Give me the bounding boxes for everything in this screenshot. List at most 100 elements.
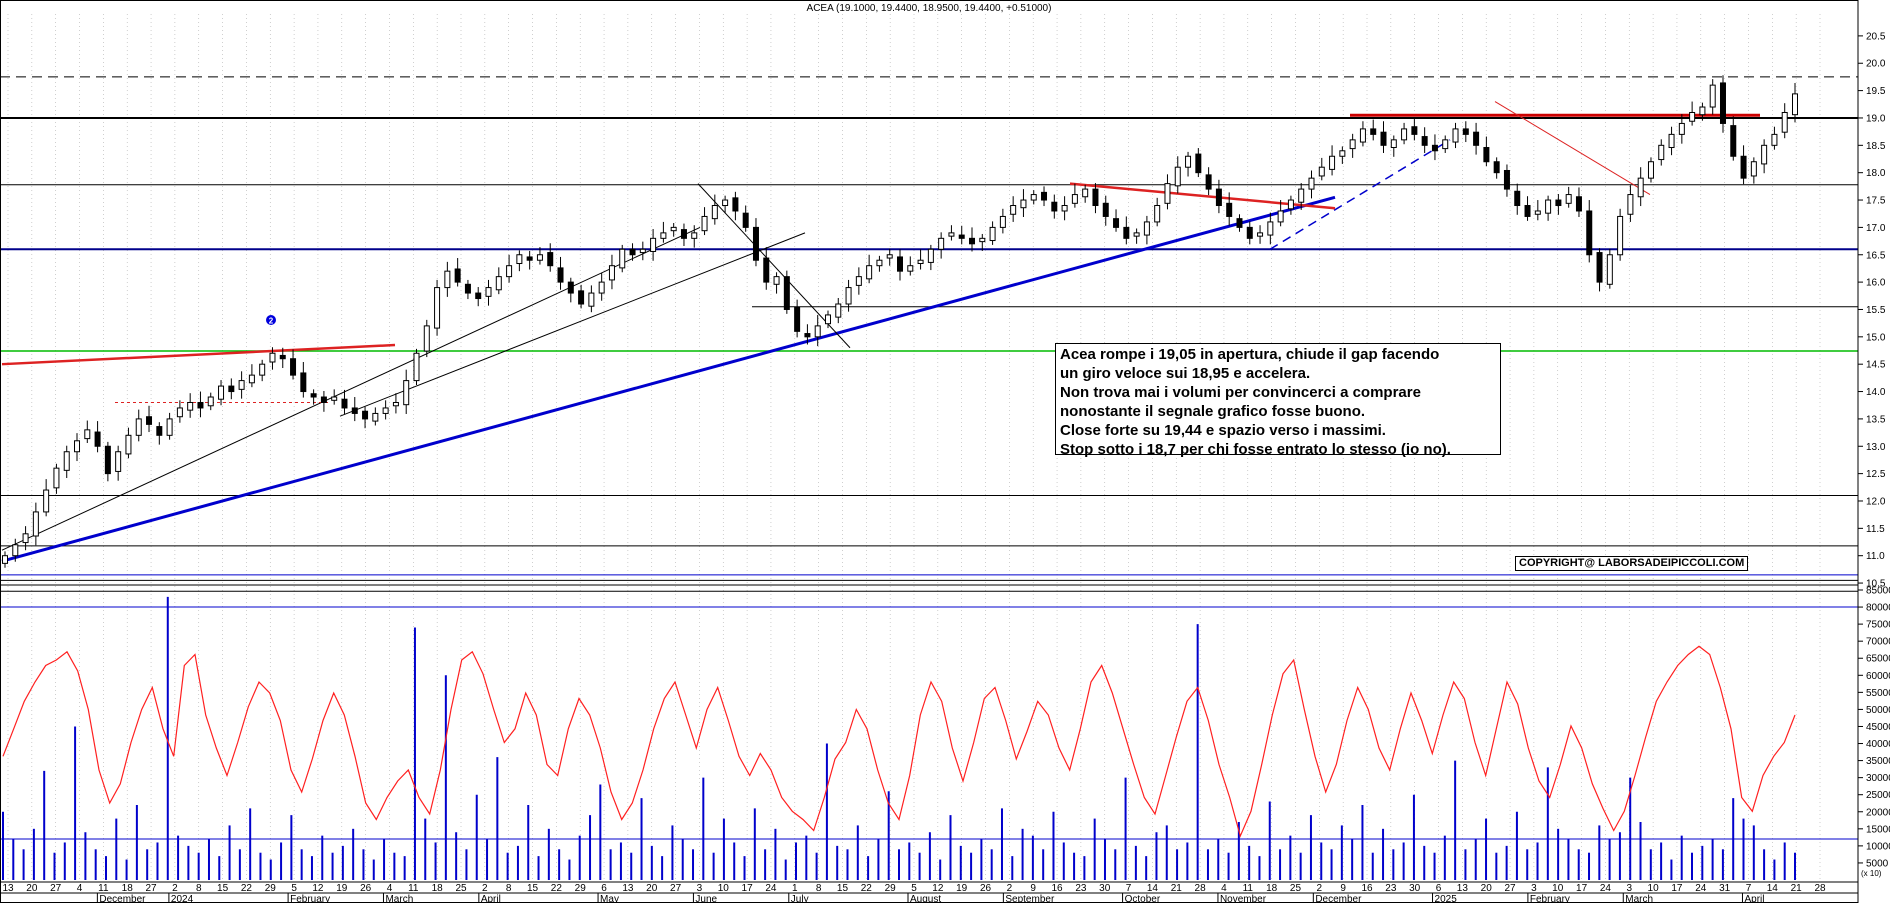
x-day-label: 3 <box>697 883 703 894</box>
candle-body <box>989 226 996 242</box>
candle-body <box>310 393 317 398</box>
y-tick-label: 19.5 <box>1866 86 1886 97</box>
candle-body <box>1596 252 1603 283</box>
candle-body <box>1617 215 1624 256</box>
candle-body <box>948 232 955 237</box>
x-day-label: 31 <box>1719 883 1731 894</box>
candle-body <box>166 418 173 436</box>
y-tick-label: 18.0 <box>1866 168 1886 179</box>
x-day-label: 26 <box>360 883 372 894</box>
x-day-label: 23 <box>1075 883 1087 894</box>
candle-body <box>1051 201 1058 212</box>
vol-tick-label: 35000 <box>1866 756 1890 767</box>
candle-body <box>320 396 327 403</box>
x-month-label: February <box>290 894 330 903</box>
x-day-label: 21 <box>1791 883 1803 894</box>
candle-body <box>1442 139 1449 150</box>
x-day-label: 28 <box>1814 883 1826 894</box>
chart-title: ACEA (19.1000, 19.4400, 18.9500, 19.4400… <box>807 3 1052 14</box>
y-tick-label: 14.5 <box>1866 360 1886 371</box>
vol-tick-label: 60000 <box>1866 671 1890 682</box>
candle-body <box>742 212 749 228</box>
candle-body <box>619 248 626 269</box>
x-day-label: 20 <box>1481 883 1493 894</box>
vol-tick-label: 10000 <box>1866 841 1890 852</box>
candle-body <box>43 489 50 513</box>
candle-body <box>506 265 513 278</box>
candle-body <box>413 352 420 382</box>
candle-body <box>1154 205 1161 223</box>
x-day-label: 10 <box>718 883 730 894</box>
candle-body <box>1071 194 1078 204</box>
oscillator-series <box>2 645 1796 838</box>
candle-body <box>434 287 441 329</box>
y-tick-label: 17.0 <box>1866 223 1886 234</box>
candle-body <box>1082 188 1089 198</box>
candle-body <box>238 380 245 390</box>
candles <box>2 75 1798 568</box>
x-day-label: 18 <box>432 883 444 894</box>
x-day-label: 13 <box>622 883 634 894</box>
y-tick-label: 19.0 <box>1866 113 1886 124</box>
candle-body <box>1205 174 1212 190</box>
x-day-label: 15 <box>217 883 229 894</box>
candle-body <box>115 451 122 472</box>
candle-body <box>927 248 934 263</box>
candle-body <box>1339 150 1346 157</box>
x-day-label: 27 <box>145 883 157 894</box>
x-day-label: 4 <box>387 883 393 894</box>
candle-body <box>1555 199 1562 207</box>
commentary-line: Stop sotto i 18,7 per chi fosse entrato … <box>1060 441 1451 458</box>
candle-body <box>691 232 698 239</box>
x-day-label: 21 <box>1171 883 1183 894</box>
candle-body <box>1318 166 1325 177</box>
candle-body <box>670 226 677 232</box>
candle-body <box>197 401 204 409</box>
candle-body <box>1658 144 1665 161</box>
commentary-box: Acea rompe i 19,05 in apertura, chiude i… <box>1055 343 1501 458</box>
vol-tick-label: 65000 <box>1866 654 1890 665</box>
x-month-label: April <box>1744 894 1764 903</box>
vol-tick-label: 20000 <box>1866 807 1890 818</box>
candle-body <box>269 352 276 363</box>
x-day-label: 7 <box>1746 883 1752 894</box>
x-day-label: 8 <box>196 883 202 894</box>
commentary-line: Close forte su 19,44 e spazio verso i ma… <box>1060 422 1386 439</box>
vol-tick-label: 40000 <box>1866 739 1890 750</box>
x-day-label: 12 <box>932 883 944 894</box>
candle-body <box>1771 133 1778 146</box>
candle-body <box>824 314 831 325</box>
candle-body <box>516 254 523 265</box>
candle-body <box>1370 128 1377 135</box>
vol-tick-label: 30000 <box>1866 773 1890 784</box>
x-day-label: 23 <box>1385 883 1397 894</box>
y-tick-label: 10.5 <box>1866 579 1886 590</box>
vol-tick-label: 75000 <box>1866 620 1890 631</box>
candle-body <box>578 290 585 305</box>
candle-body <box>1195 153 1202 174</box>
x-day-label: 24 <box>1695 883 1707 894</box>
x-day-label: 22 <box>861 883 873 894</box>
x-day-label: 2 <box>482 883 488 894</box>
x-day-label: 30 <box>1099 883 1111 894</box>
x-month-label: December <box>99 894 146 903</box>
candle-body <box>248 374 255 384</box>
candle-body <box>1421 136 1428 146</box>
candle-body <box>855 276 862 286</box>
x-day-label: 15 <box>837 883 849 894</box>
y-tick-label: 16.0 <box>1866 278 1886 289</box>
x-day-label: 13 <box>2 883 14 894</box>
candle-body <box>218 385 225 400</box>
candle-body <box>1143 221 1150 236</box>
candle-body <box>1020 199 1027 209</box>
candle-body <box>454 268 461 283</box>
marker-label: 2 <box>269 317 274 326</box>
y-tick-label: 11.5 <box>1866 524 1885 535</box>
x-day-label: 27 <box>50 883 62 894</box>
x-day-label: 19 <box>956 883 968 894</box>
vol-axis-note: (x 10) <box>1861 869 1882 878</box>
candle-body <box>1750 161 1757 177</box>
candle-body <box>1174 166 1181 187</box>
candle-body <box>866 265 873 280</box>
x-day-label: 10 <box>1648 883 1660 894</box>
